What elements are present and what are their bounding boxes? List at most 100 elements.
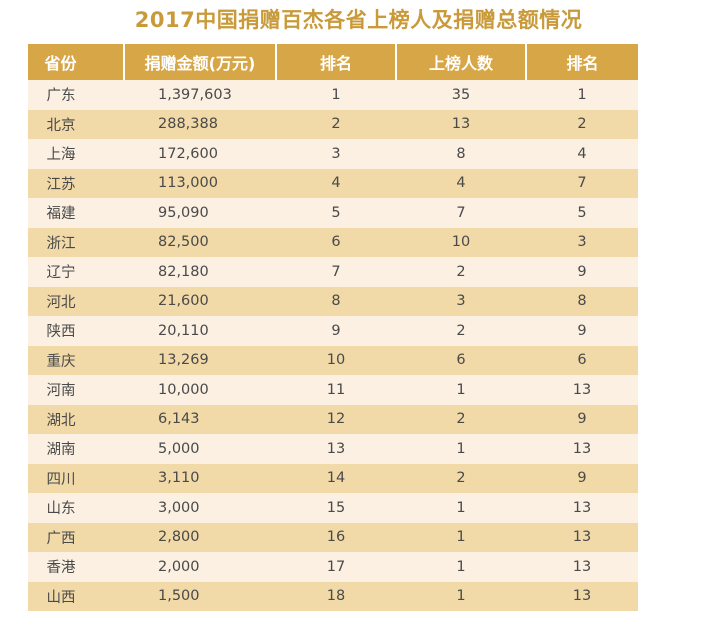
cell-province: 浙江 [28,227,124,257]
cell-amount: 95,090 [124,198,276,228]
cell-count-rank: 9 [526,404,638,434]
cell-amount-rank: 11 [276,375,396,405]
cell-count-rank: 9 [526,257,638,287]
table-row: 湖南 5,000 13 1 13 [28,434,638,464]
cell-amount: 3,110 [124,463,276,493]
cell-count-rank: 7 [526,168,638,198]
table-row: 湖北 6,143 12 2 9 [28,404,638,434]
cell-province: 陕西 [28,316,124,346]
table-row: 陕西 20,110 9 2 9 [28,316,638,346]
table-row: 重庆 13,269 10 6 6 [28,345,638,375]
cell-count-rank: 4 [526,139,638,169]
cell-count-rank: 13 [526,552,638,582]
cell-province: 江苏 [28,168,124,198]
table-row: 江苏 113,000 4 4 7 [28,168,638,198]
cell-count-rank: 2 [526,109,638,139]
cell-amount: 172,600 [124,139,276,169]
cell-count: 4 [396,168,526,198]
cell-amount-rank: 17 [276,552,396,582]
cell-amount-rank: 15 [276,493,396,523]
table-header-row: 省份 捐赠金额(万元) 排名 上榜人数 排名 [28,44,638,80]
cell-amount-rank: 18 [276,581,396,611]
cell-province: 湖南 [28,434,124,464]
cell-province: 河南 [28,375,124,405]
cell-count-rank: 1 [526,80,638,110]
cell-amount-rank: 3 [276,139,396,169]
cell-count: 2 [396,257,526,287]
cell-province: 重庆 [28,345,124,375]
table-row: 浙江 82,500 6 10 3 [28,227,638,257]
cell-count-rank: 9 [526,316,638,346]
cell-amount-rank: 9 [276,316,396,346]
cell-count: 6 [396,345,526,375]
table-row: 北京 288,388 2 13 2 [28,109,638,139]
cell-amount-rank: 1 [276,80,396,110]
cell-count-rank: 13 [526,375,638,405]
cell-amount: 21,600 [124,286,276,316]
cell-count: 1 [396,581,526,611]
cell-province: 四川 [28,463,124,493]
donation-table: 省份 捐赠金额(万元) 排名 上榜人数 排名 广东 1,397,603 1 35 1 北京… [28,44,638,611]
table-row: 广西 2,800 16 1 13 [28,522,638,552]
cell-amount: 3,000 [124,493,276,523]
cell-amount: 2,000 [124,552,276,582]
cell-count-rank: 3 [526,227,638,257]
cell-amount-rank: 6 [276,227,396,257]
cell-count-rank: 6 [526,345,638,375]
table-row: 河北 21,600 8 3 8 [28,286,638,316]
cell-count: 1 [396,434,526,464]
cell-count: 7 [396,198,526,228]
column-header-count-rank: 排名 [526,44,638,80]
cell-province: 辽宁 [28,257,124,287]
cell-amount-rank: 5 [276,198,396,228]
cell-count: 2 [396,316,526,346]
column-header-amount: 捐赠金额(万元) [124,44,277,80]
cell-count-rank: 9 [526,463,638,493]
cell-count-rank: 13 [526,434,638,464]
cell-count: 1 [396,493,526,523]
cell-province: 山东 [28,493,124,523]
table-row: 山西 1,500 18 1 13 [28,581,638,611]
table-row: 辽宁 82,180 7 2 9 [28,257,638,287]
cell-province: 广东 [28,80,124,110]
cell-count-rank: 8 [526,286,638,316]
cell-province: 山西 [28,581,124,611]
column-header-amount-rank: 排名 [276,44,397,80]
cell-count-rank: 13 [526,522,638,552]
cell-province: 香港 [28,552,124,582]
cell-amount-rank: 12 [276,404,396,434]
cell-count-rank: 13 [526,581,638,611]
cell-amount: 20,110 [124,316,276,346]
cell-amount: 6,143 [124,404,276,434]
table-row: 上海 172,600 3 8 4 [28,139,638,169]
cell-amount: 10,000 [124,375,276,405]
cell-amount-rank: 8 [276,286,396,316]
cell-amount-rank: 10 [276,345,396,375]
cell-province: 北京 [28,109,124,139]
table-row: 山东 3,000 15 1 13 [28,493,638,523]
cell-count: 1 [396,522,526,552]
cell-amount-rank: 4 [276,168,396,198]
cell-count-rank: 13 [526,493,638,523]
cell-amount: 5,000 [124,434,276,464]
table-row: 广东 1,397,603 1 35 1 [28,80,638,110]
table-body: 广东 1,397,603 1 35 1 北京 288,388 2 13 2 上海 172,600 3 8 4… [28,80,638,611]
cell-amount-rank: 16 [276,522,396,552]
chart-title: 2017中国捐赠百杰各省上榜人及捐赠总额情况 [134,8,583,32]
cell-count: 3 [396,286,526,316]
cell-count-rank: 5 [526,198,638,228]
column-header-count: 上榜人数 [396,44,527,80]
cell-amount-rank: 13 [276,434,396,464]
table-row: 香港 2,000 17 1 13 [28,552,638,582]
cell-count: 1 [396,552,526,582]
cell-amount: 288,388 [124,109,276,139]
cell-amount-rank: 14 [276,463,396,493]
table-row: 福建 95,090 5 7 5 [28,198,638,228]
cell-count: 1 [396,375,526,405]
cell-province: 广西 [28,522,124,552]
column-header-province: 省份 [28,44,125,80]
cell-province: 河北 [28,286,124,316]
cell-count: 35 [396,80,526,110]
cell-count: 8 [396,139,526,169]
cell-amount: 113,000 [124,168,276,198]
